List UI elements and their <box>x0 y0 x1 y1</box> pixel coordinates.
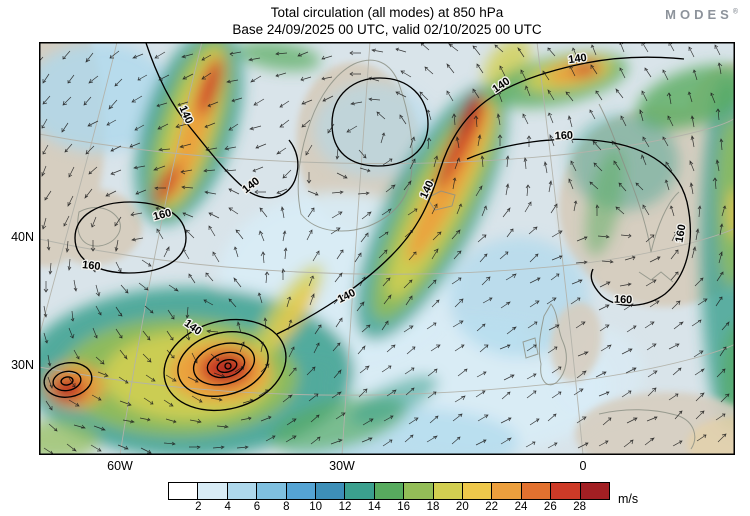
colorbar-cell <box>315 483 345 499</box>
colorbar-cell <box>520 483 551 499</box>
colorbar-unit: m/s <box>618 492 639 506</box>
coastline-layer <box>77 59 696 450</box>
y-axis-label-40n: 40N <box>11 230 34 244</box>
contour-label-160: 160 <box>614 294 633 307</box>
colorbar-cell <box>285 483 316 499</box>
contour-label-160: 160 <box>152 207 173 223</box>
chart-subtitle: Base 24/09/2025 00 UTC, valid 02/10/2025… <box>232 22 542 37</box>
colorbar-tick-label: 24 <box>514 501 528 513</box>
colorbar-cell <box>432 483 463 499</box>
map-border <box>39 42 735 455</box>
x-axis-label-60w: 60W <box>107 459 133 473</box>
colorbar-cell <box>403 483 433 499</box>
colorbar-tick-label: 8 <box>283 501 290 513</box>
colorbar <box>168 482 610 500</box>
colorbar-tick-label: 14 <box>367 501 381 513</box>
colorbar-cell <box>226 483 257 499</box>
contour-label-140: 140 <box>568 52 588 66</box>
map-svg: 140 140 140 140 140 140 140 160 160 160 … <box>39 42 735 455</box>
x-axis-label-0: 0 <box>579 459 587 473</box>
x-axis-label-30w: 30W <box>329 459 355 473</box>
map-area: 140 140 140 140 140 140 140 160 160 160 … <box>39 42 735 455</box>
contour-label-160: 160 <box>82 259 102 273</box>
colorbar-tick-label: 26 <box>543 501 557 513</box>
colorbar-cell <box>462 483 492 499</box>
colorbar-cell <box>550 483 580 499</box>
contour-label-160: 160 <box>554 130 573 143</box>
colorbar-ticks: 2 4 6 8 10 12 14 16 18 20 22 24 26 28 <box>168 501 610 515</box>
colorbar-tick-label: 12 <box>338 501 352 513</box>
colorbar-cell <box>169 483 198 499</box>
colorbar-tick-label: 28 <box>573 501 587 513</box>
modes-logo-text: MODES <box>665 7 733 22</box>
colorbar-tick-label: 20 <box>455 501 469 513</box>
colorbar-cell <box>579 483 610 499</box>
colorbar-cell <box>197 483 227 499</box>
contour-label-160: 160 <box>674 223 689 243</box>
y-axis-label-30n: 30N <box>11 358 34 372</box>
chart-title-block: Total circulation (all modes) at 850 hPa… <box>39 4 735 38</box>
colorbar-cell <box>344 483 374 499</box>
colorbar-tick-label: 22 <box>485 501 499 513</box>
colorbar-cell <box>373 483 404 499</box>
chart-title: Total circulation (all modes) at 850 hPa <box>270 5 504 20</box>
colorbar-cell <box>256 483 286 499</box>
modes-logo-mark: ® <box>732 8 738 16</box>
colorbar-tick-label: 10 <box>309 501 323 513</box>
colorbar-tick-label: 2 <box>195 501 202 513</box>
colorbar-tick-label: 4 <box>224 501 231 513</box>
colorbar-tick-label: 18 <box>426 501 440 513</box>
colorbar-tick-label: 6 <box>253 501 261 513</box>
colorbar-tick-label: 16 <box>397 501 411 513</box>
colorbar-cell <box>491 483 521 499</box>
modes-logo: MODES® <box>665 7 738 22</box>
contour-layer <box>43 42 692 412</box>
